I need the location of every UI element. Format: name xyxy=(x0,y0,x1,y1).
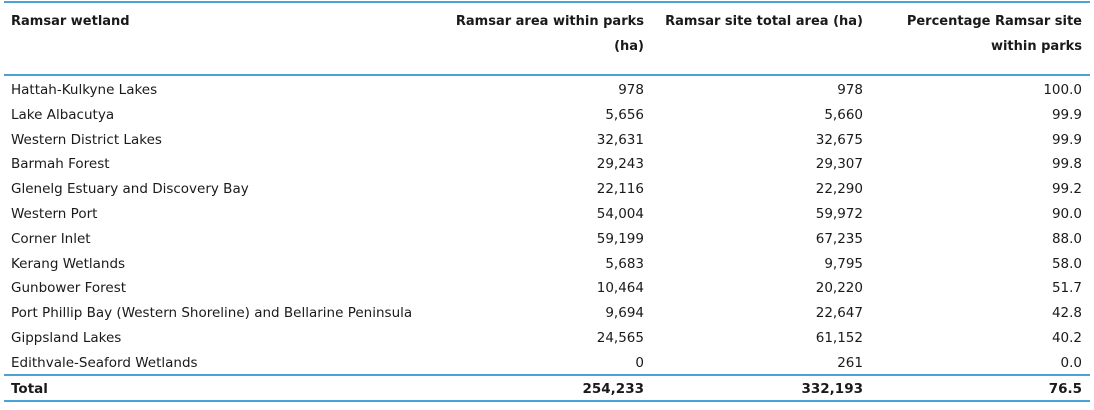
wetland-name: Corner Inlet xyxy=(11,230,91,247)
header-percentage-line2: within parks xyxy=(990,39,1082,54)
site-total-area: 29,307 xyxy=(815,156,863,173)
area-within-parks: 24,565 xyxy=(596,329,644,346)
site-total-area: 59,972 xyxy=(815,205,863,222)
area-within-parks: 22,116 xyxy=(596,181,644,198)
wetland-name: Gippsland Lakes xyxy=(11,329,122,346)
total-percentage: 76.5 xyxy=(1048,381,1082,397)
header-percentage-line1: Percentage Ramsar site xyxy=(906,14,1082,29)
area-within-parks: 10,464 xyxy=(596,280,644,297)
area-within-parks: 5,656 xyxy=(605,106,644,123)
percentage-within-parks: 58.0 xyxy=(1051,255,1082,272)
site-total-area: 978 xyxy=(837,82,863,98)
percentage-within-parks: 99.8 xyxy=(1051,156,1082,173)
table-row: Kerang Wetlands 5,683 9,795 58.0 xyxy=(0,252,1094,277)
area-within-parks: 9,694 xyxy=(605,305,644,322)
header-within-parks: Ramsar area within parks (ha) xyxy=(454,9,644,59)
table-row: Gunbower Forest 10,464 20,220 51.7 xyxy=(0,276,1094,301)
wetland-name: Kerang Wetlands xyxy=(11,255,126,272)
area-within-parks: 29,243 xyxy=(596,156,644,173)
site-total-area: 9,795 xyxy=(824,255,863,272)
wetland-name: Western District Lakes xyxy=(11,131,162,148)
header-within-parks-line1: Ramsar area within parks xyxy=(455,14,644,29)
percentage-within-parks: 88.0 xyxy=(1051,230,1082,247)
table-row: Glenelg Estuary and Discovery Bay 22,116… xyxy=(0,177,1094,202)
header-wetland: Ramsar wetland xyxy=(11,14,130,29)
site-total-area: 67,235 xyxy=(815,230,863,247)
header-total-area: Ramsar site total area (ha) xyxy=(665,14,863,29)
header-within-parks-line2: (ha) xyxy=(614,39,644,54)
table-row: Hattah-Kulkyne Lakes 978 978 100.0 xyxy=(0,78,1094,103)
site-total-area: 22,290 xyxy=(815,181,863,198)
table-row: Barmah Forest 29,243 29,307 99.8 xyxy=(0,152,1094,177)
table-row: Port Phillip Bay (Western Shoreline) and… xyxy=(0,301,1094,326)
site-total-area: 5,660 xyxy=(824,106,863,123)
site-total-area: 20,220 xyxy=(815,280,863,297)
table-bottom-rule xyxy=(4,400,1090,402)
area-within-parks: 32,631 xyxy=(596,131,644,148)
area-within-parks: 0 xyxy=(635,354,644,371)
percentage-within-parks: 90.0 xyxy=(1051,205,1082,222)
total-area-within-parks: 254,233 xyxy=(582,381,645,397)
wetland-name: Barmah Forest xyxy=(11,156,110,173)
percentage-within-parks: 51.7 xyxy=(1051,280,1082,297)
area-within-parks: 54,004 xyxy=(596,205,644,222)
site-total-area: 261 xyxy=(837,354,863,371)
table-row: Western District Lakes 32,631 32,675 99.… xyxy=(0,128,1094,153)
area-within-parks: 59,199 xyxy=(596,230,644,247)
percentage-within-parks: 0.0 xyxy=(1060,354,1082,371)
table-body: Hattah-Kulkyne Lakes 978 978 100.0 Lake … xyxy=(0,78,1094,376)
table-row: Gippsland Lakes 24,565 61,152 40.2 xyxy=(0,326,1094,351)
total-row: Total 254,233 332,193 76.5 xyxy=(0,377,1094,399)
percentage-within-parks: 99.9 xyxy=(1051,131,1082,148)
area-within-parks: 5,683 xyxy=(605,255,644,272)
wetland-name: Edithvale-Seaford Wetlands xyxy=(11,354,198,371)
header-percentage: Percentage Ramsar site within parks xyxy=(892,9,1082,59)
percentage-within-parks: 100.0 xyxy=(1043,82,1082,98)
total-site-area: 332,193 xyxy=(801,381,864,397)
wetland-name: Hattah-Kulkyne Lakes xyxy=(11,82,158,98)
table-row: Corner Inlet 59,199 67,235 88.0 xyxy=(0,227,1094,252)
wetland-name: Gunbower Forest xyxy=(11,280,127,297)
table-row: Edithvale-Seaford Wetlands 0 261 0.0 xyxy=(0,351,1094,376)
header-bottom-rule xyxy=(4,74,1090,76)
table-top-rule xyxy=(4,1,1090,3)
wetland-name: Western Port xyxy=(11,205,98,222)
total-top-rule xyxy=(4,374,1090,376)
wetland-name: Lake Albacutya xyxy=(11,106,115,123)
wetland-name: Port Phillip Bay (Western Shoreline) and… xyxy=(11,305,413,322)
site-total-area: 32,675 xyxy=(815,131,863,148)
table-header: Ramsar wetland Ramsar area within parks … xyxy=(0,5,1094,73)
wetland-name: Glenelg Estuary and Discovery Bay xyxy=(11,181,249,198)
percentage-within-parks: 42.8 xyxy=(1051,305,1082,322)
table-row: Western Port 54,004 59,972 90.0 xyxy=(0,202,1094,227)
area-within-parks: 978 xyxy=(618,82,644,98)
percentage-within-parks: 99.9 xyxy=(1051,106,1082,123)
site-total-area: 61,152 xyxy=(815,329,863,346)
total-label: Total xyxy=(11,381,48,397)
site-total-area: 22,647 xyxy=(815,305,863,322)
percentage-within-parks: 99.2 xyxy=(1051,181,1082,198)
percentage-within-parks: 40.2 xyxy=(1051,329,1082,346)
table-row: Lake Albacutya 5,656 5,660 99.9 xyxy=(0,103,1094,128)
